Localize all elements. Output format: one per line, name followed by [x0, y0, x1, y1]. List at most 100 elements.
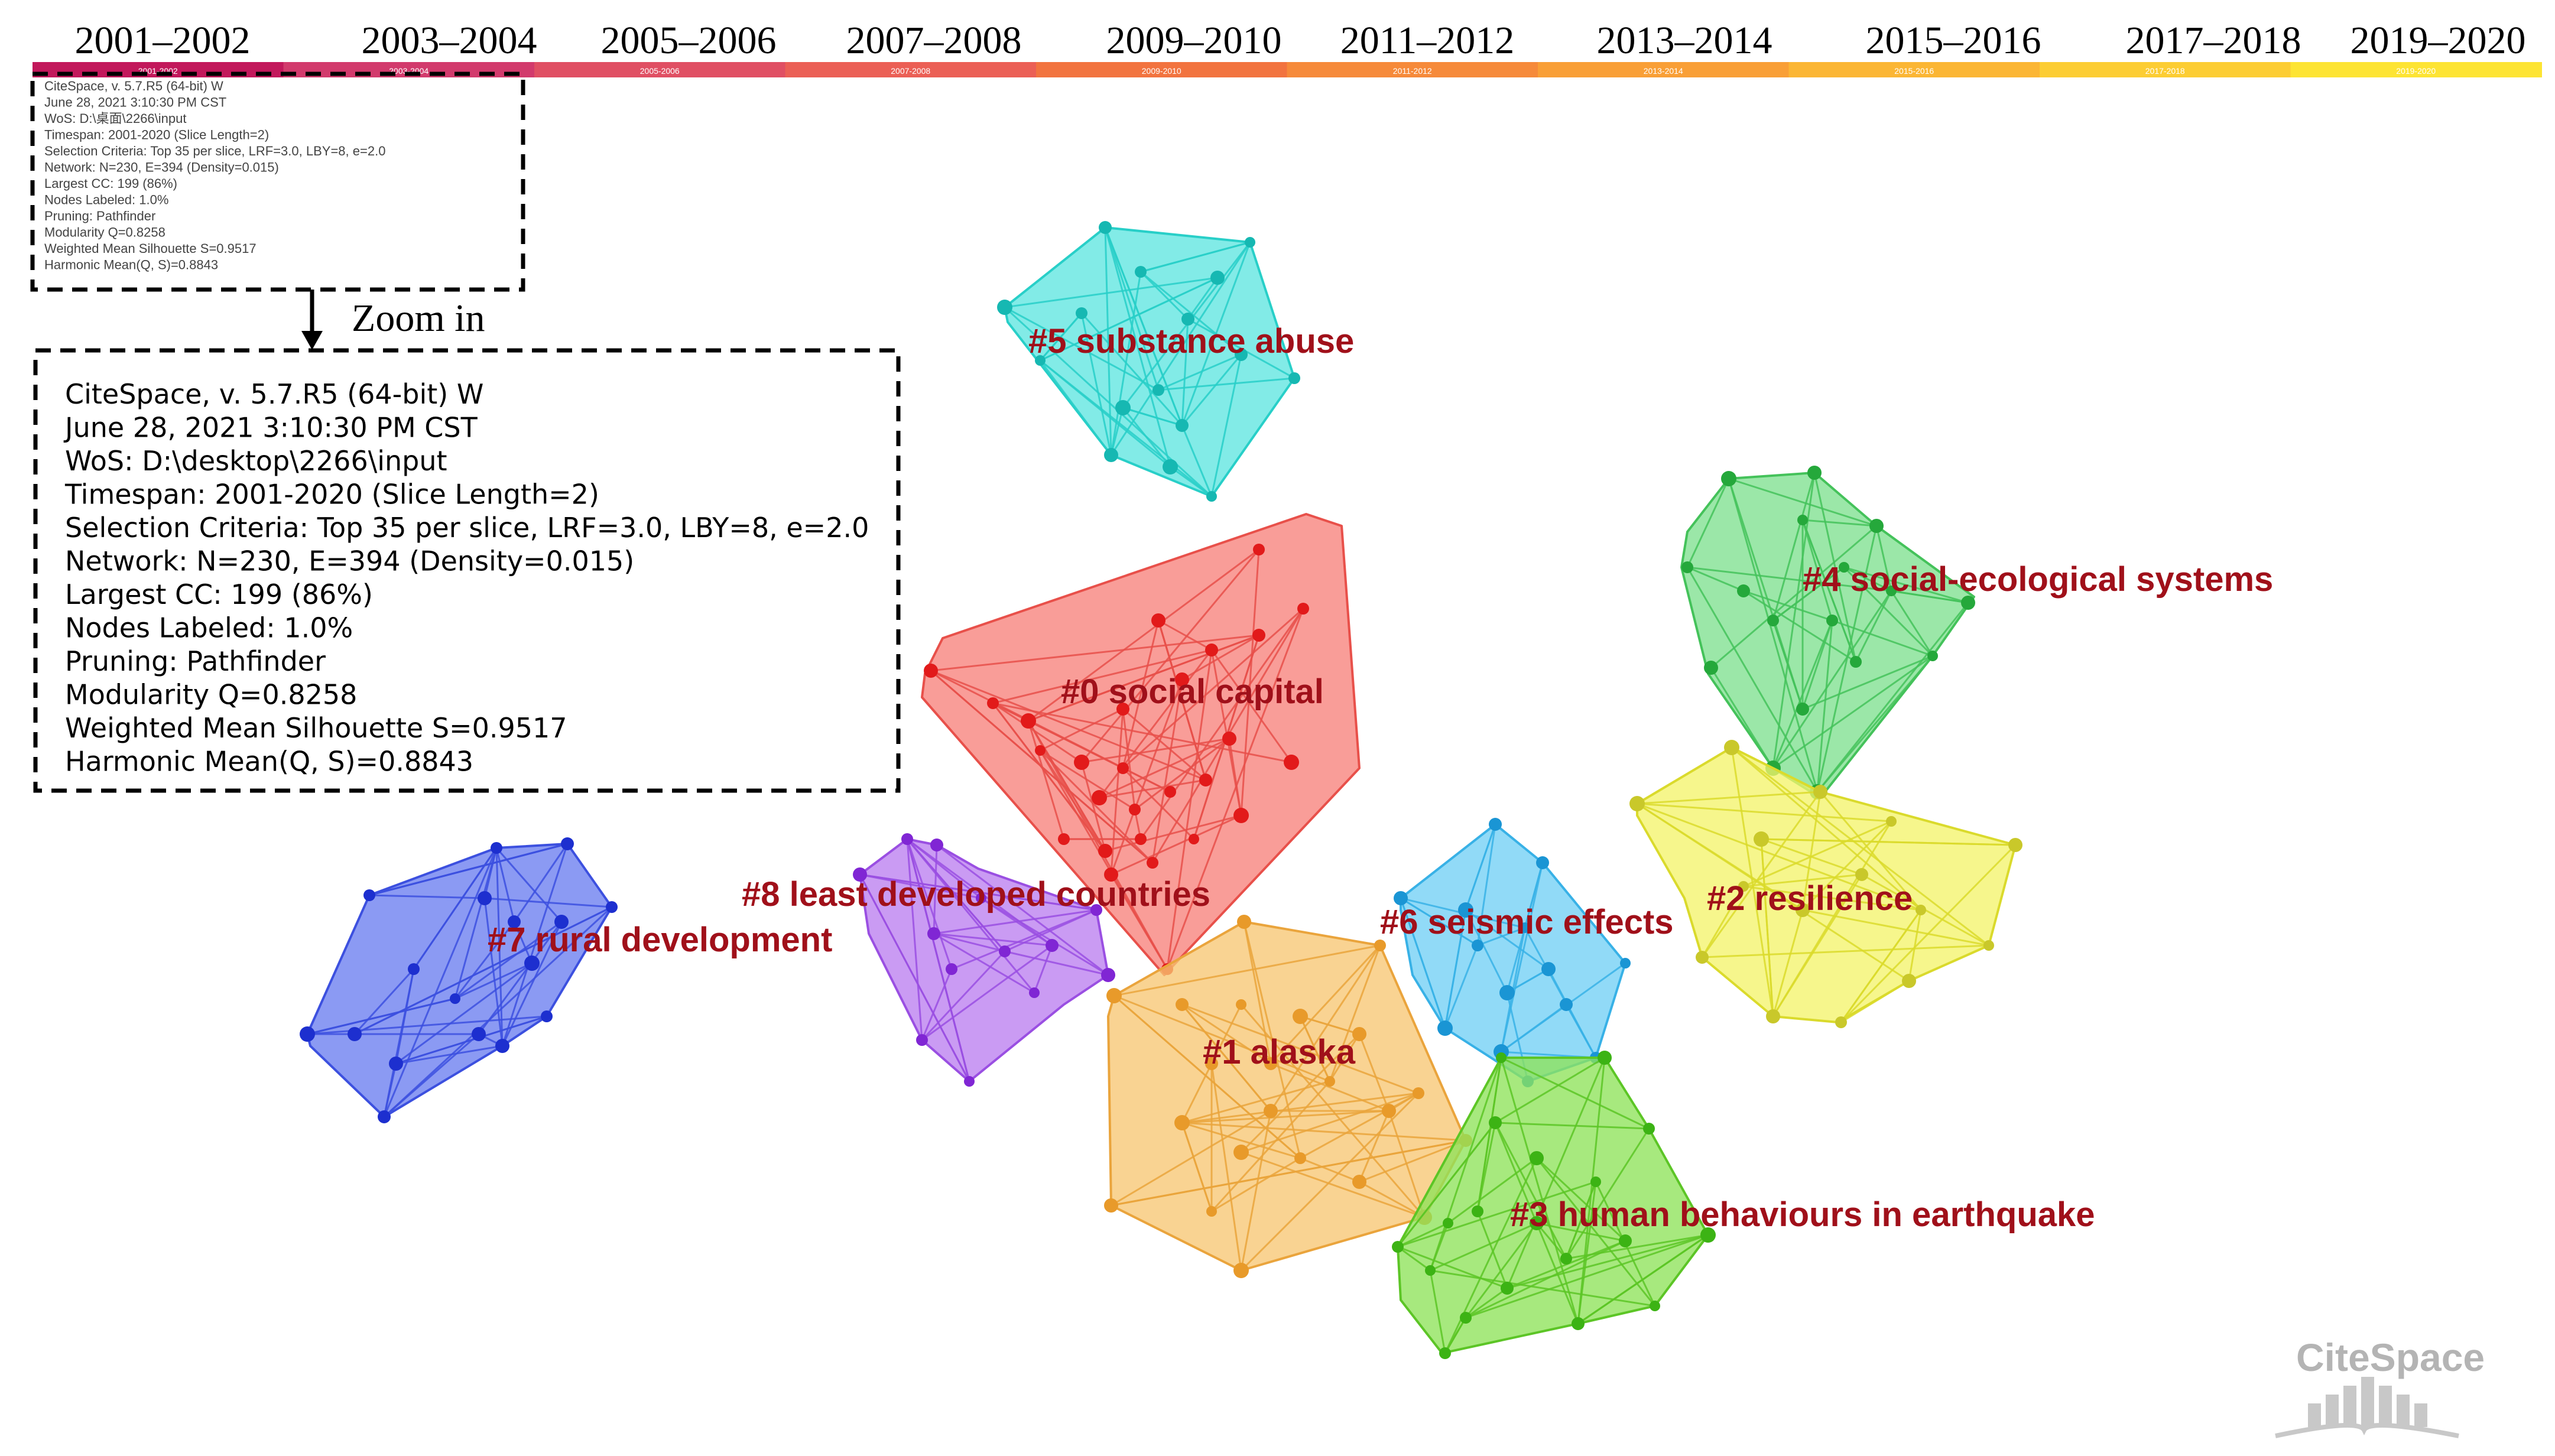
mini-info-line: Nodes Labeled: 1.0% [44, 193, 168, 207]
network-node [450, 993, 460, 1004]
network-edge [1397, 1122, 1496, 1247]
network-edge [1240, 1110, 1272, 1271]
network-node [1117, 762, 1129, 774]
network-edge [1028, 548, 1259, 722]
network-edge [1500, 862, 1544, 1052]
network-edge [1687, 566, 1744, 592]
mini-info-line: Pruning: Pathfinder [44, 209, 155, 223]
network-edge [1039, 749, 1154, 864]
network-edge [1731, 746, 1989, 947]
network-edge [1110, 708, 1124, 875]
logo-bar [2414, 1403, 2427, 1427]
network-edge [484, 897, 612, 908]
network-edge [1702, 956, 1774, 1018]
network-edge [1122, 767, 1195, 840]
network-edge [906, 838, 953, 970]
network-node [1046, 939, 1059, 952]
network-edge [1476, 1122, 1496, 1212]
network-node [1541, 962, 1556, 976]
network-node [1619, 1234, 1632, 1247]
timeline-year-label: 2005–2006 [601, 19, 777, 62]
network-edge [1710, 667, 1774, 769]
network-node [1382, 1104, 1396, 1118]
timeline-year-label: 2001–2002 [75, 19, 251, 62]
network-node [901, 833, 913, 845]
network-edge [1243, 921, 1272, 1064]
network-node [999, 945, 1011, 957]
network-edge [1244, 921, 1381, 947]
network-edge [1444, 1158, 1538, 1354]
network-edge [1801, 791, 1822, 911]
network-edge [1687, 566, 1892, 592]
logo-bars-icon [2275, 1377, 2459, 1438]
network-node [1253, 544, 1265, 555]
network-edge [1429, 1223, 1449, 1271]
citespace-logo: CiteSpace [2275, 1335, 2485, 1438]
network-node [1629, 796, 1645, 811]
network-edge [1577, 1305, 1655, 1325]
logo-bar [2379, 1386, 2392, 1427]
zoomed-info-line: Harmonic Mean(Q, S)=0.8843 [65, 746, 473, 778]
network-edge [1241, 1151, 1425, 1218]
network-edge [1637, 802, 1803, 911]
network-edge [1139, 271, 1189, 320]
network-edge [1210, 1080, 1331, 1213]
network-node [1163, 459, 1178, 474]
network-edge [1731, 746, 1921, 911]
network-edge [907, 838, 1053, 947]
network-node [1536, 856, 1549, 869]
network-edge [1181, 1003, 1271, 1065]
network-node [561, 837, 574, 850]
network-edge [1565, 1128, 1650, 1259]
network-edge [1004, 306, 1159, 391]
network-edge [1080, 762, 1106, 852]
network-edge [1577, 1181, 1597, 1324]
network-node [1090, 904, 1102, 916]
network-edge [1004, 909, 1097, 953]
network-edge [1843, 566, 1892, 592]
network-edge [1731, 746, 1821, 793]
network-edge [1113, 994, 1330, 1083]
network-edge [1004, 277, 1218, 308]
network-node [1176, 998, 1189, 1011]
cluster-c3 [1392, 1051, 1716, 1359]
network-node [1199, 774, 1212, 786]
network-node [1560, 998, 1573, 1011]
network-node [1135, 266, 1147, 278]
cluster-network [300, 221, 2022, 1359]
network-edge [981, 897, 1053, 947]
network-node [300, 1026, 315, 1042]
network-node [1233, 1145, 1249, 1160]
network-edge [1506, 1057, 1606, 1289]
network-edge [454, 847, 498, 999]
network-edge [1400, 898, 1446, 1029]
network-edge [1429, 1270, 1446, 1354]
network-edge [1430, 1222, 1537, 1272]
cluster-label-4: #4 social-ecological systems [1803, 560, 2273, 599]
timeline-year-label: 2011–2012 [1340, 19, 1515, 62]
network-node [1700, 1227, 1716, 1243]
network-edge [1270, 1062, 1389, 1112]
network-node [1235, 348, 1248, 361]
network-node [1496, 1052, 1507, 1063]
network-node [1058, 833, 1070, 845]
network-edge [1577, 1057, 1606, 1324]
network-edge [1110, 679, 1183, 875]
network-edge [1430, 1269, 1655, 1307]
network-edge [1802, 519, 1877, 527]
network-node [541, 1010, 553, 1022]
network-edge [933, 932, 1035, 994]
network-node [1754, 831, 1769, 847]
network-node [524, 956, 540, 971]
network-node [1530, 1151, 1544, 1165]
mini-info-line: Weighted Mean Silhouette S=0.9517 [44, 241, 257, 256]
network-edge [1444, 1317, 1467, 1354]
timeline-year-label: 2013–2014 [1597, 19, 1772, 62]
network-node [1439, 1347, 1451, 1359]
mini-info-line: Timespan: 2001-2020 (Slice Length=2) [44, 128, 269, 142]
network-node [1151, 613, 1166, 628]
zoomed-info-line: WoS: D:\desktop\2266\input [65, 445, 447, 477]
network-edge [1140, 241, 1251, 273]
network-edge [1447, 1157, 1537, 1224]
network-node [1681, 561, 1693, 573]
